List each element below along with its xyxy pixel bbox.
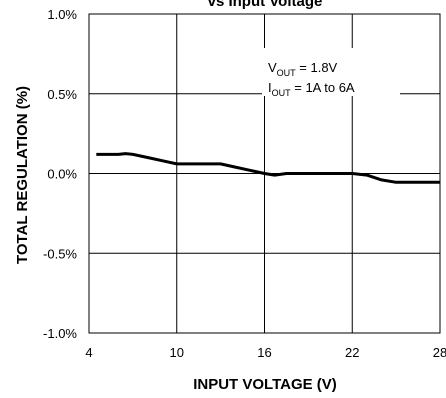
- y-tick-label: 0.0%: [47, 167, 77, 182]
- x-tick-label: 28: [433, 345, 446, 360]
- x-tick-label: 10: [170, 345, 184, 360]
- series-group: [96, 152, 440, 184]
- tick-labels: 4 10 16 22 28 -1.0% -0.5% 0.0% 0.5% 1.0%: [43, 7, 446, 360]
- annotation-box: VOUT = 1.8V IOUT = 1A to 6A: [262, 48, 400, 98]
- y-tick-label: -1.0%: [43, 326, 77, 341]
- plot-frame: [88, 13, 441, 334]
- x-axis-label: INPUT VOLTAGE (V): [193, 376, 337, 393]
- y-tick-label: 0.5%: [47, 87, 77, 102]
- y-axis-label: TOTAL REGULATION (%): [14, 86, 31, 264]
- y-tick-label: -0.5%: [43, 246, 77, 261]
- series-line: [96, 152, 440, 184]
- annotation-vout: VOUT = 1.8V: [268, 60, 338, 78]
- annotation-iout: IOUT = 1A to 6A: [268, 80, 355, 98]
- x-tick-label: 16: [257, 345, 271, 360]
- annotation-background: [262, 48, 400, 96]
- chart-title: vs Input Voltage: [208, 0, 323, 10]
- y-tick-label: 1.0%: [47, 7, 77, 22]
- x-tick-label: 4: [85, 345, 92, 360]
- x-tick-label: 22: [345, 345, 359, 360]
